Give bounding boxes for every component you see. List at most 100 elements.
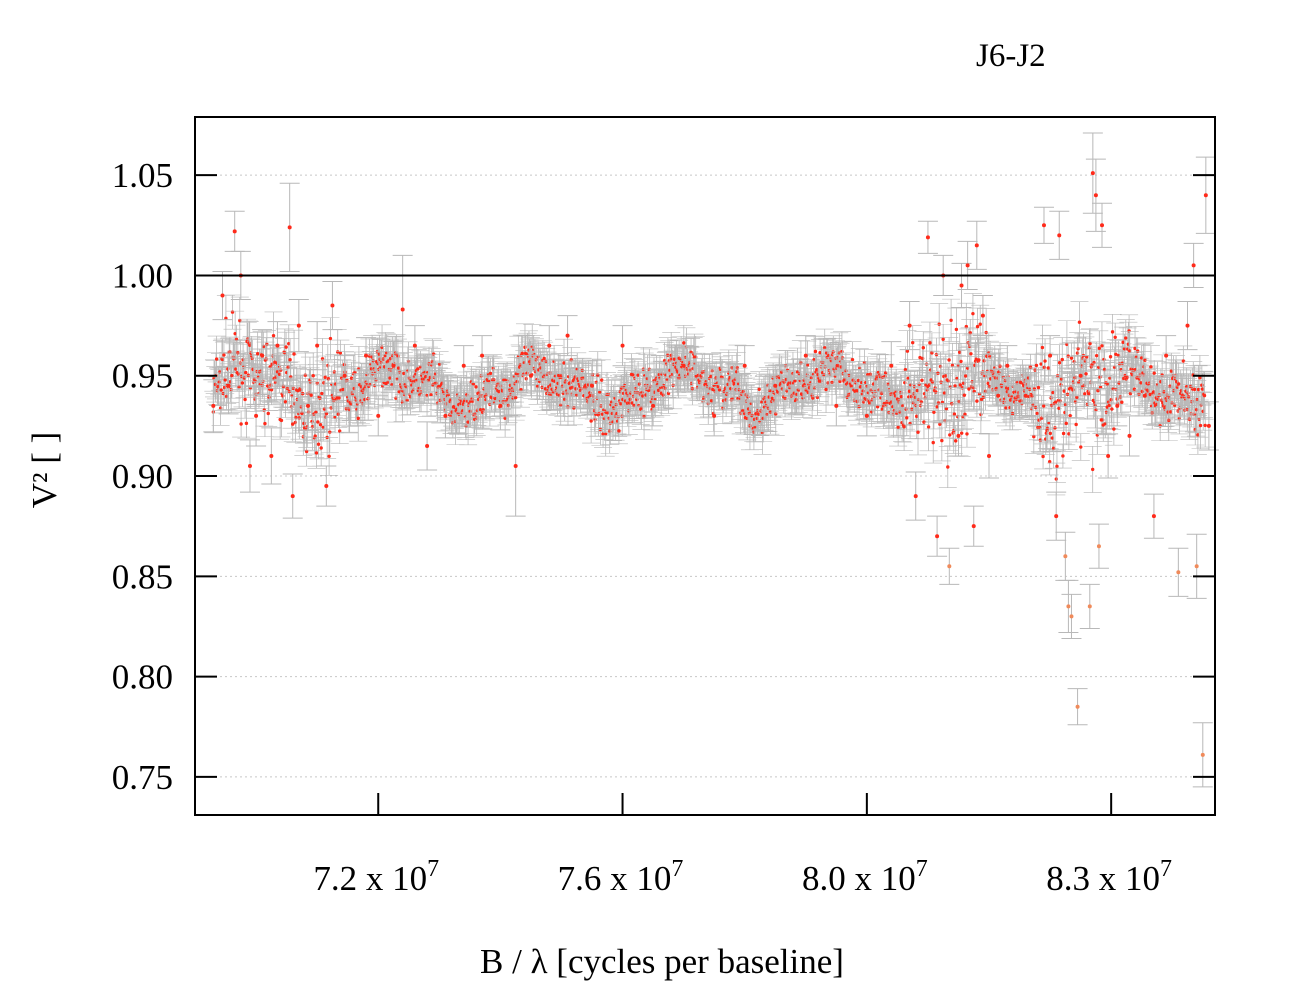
band-point xyxy=(600,412,605,416)
band-point xyxy=(277,372,282,376)
band-point xyxy=(1032,434,1036,439)
band-point xyxy=(709,399,714,403)
band-point xyxy=(431,352,436,356)
band-point xyxy=(309,393,313,397)
band-point xyxy=(262,408,266,412)
band-point xyxy=(631,373,635,377)
band-point xyxy=(855,399,859,403)
band-point xyxy=(589,419,593,423)
band-point xyxy=(246,373,251,377)
band-point xyxy=(907,389,912,393)
band-point xyxy=(636,373,640,377)
band-point xyxy=(562,361,566,365)
band-point xyxy=(466,420,470,424)
band-point xyxy=(471,382,476,386)
band-point xyxy=(328,430,332,434)
band-point xyxy=(368,382,372,387)
band-point xyxy=(899,395,904,399)
band-point xyxy=(868,401,872,405)
band-point xyxy=(831,350,836,354)
band-point xyxy=(922,420,926,424)
band-point xyxy=(838,379,842,384)
band-point xyxy=(666,391,671,396)
band-point xyxy=(265,384,270,388)
band-point xyxy=(717,388,722,392)
band-point xyxy=(323,375,327,379)
band-point xyxy=(811,396,815,400)
band-point xyxy=(918,355,922,360)
band-point xyxy=(288,358,292,362)
band-point xyxy=(349,376,354,380)
band-point xyxy=(818,350,822,355)
band-point xyxy=(663,386,667,391)
band-point xyxy=(862,361,867,365)
band-point xyxy=(239,422,243,426)
band-point xyxy=(224,394,229,399)
band-point xyxy=(266,411,270,416)
band-point xyxy=(765,412,769,417)
band-point xyxy=(642,414,646,419)
band-point xyxy=(975,399,979,403)
band-point xyxy=(269,388,274,392)
band-point xyxy=(264,357,268,361)
band-point xyxy=(261,344,266,349)
band-point xyxy=(637,382,642,386)
band-point xyxy=(641,394,645,398)
band-point xyxy=(437,362,442,366)
band-point xyxy=(395,377,399,381)
band-point xyxy=(236,372,241,376)
band-point xyxy=(570,385,575,389)
band-point xyxy=(957,350,962,355)
band-point xyxy=(1018,380,1023,385)
band-point xyxy=(234,367,238,371)
band-point xyxy=(255,352,260,356)
band-point xyxy=(965,366,970,370)
band-point xyxy=(503,416,507,420)
band-point xyxy=(935,405,939,409)
band-point xyxy=(944,406,949,411)
band-point xyxy=(920,378,924,382)
band-point xyxy=(619,402,623,406)
band-point xyxy=(963,412,967,417)
band-point xyxy=(327,454,331,459)
band-point xyxy=(932,410,936,414)
band-point xyxy=(914,414,919,419)
band-point xyxy=(281,394,285,398)
band-point xyxy=(794,398,798,402)
band-point xyxy=(661,393,665,397)
band-point xyxy=(830,380,834,385)
band-point xyxy=(524,376,528,381)
band-point xyxy=(568,381,572,385)
band-point xyxy=(267,395,271,399)
band-point xyxy=(954,327,959,332)
band-point xyxy=(542,356,546,361)
band-point xyxy=(986,381,990,386)
band-point xyxy=(490,396,494,400)
band-point xyxy=(896,425,900,429)
band-point xyxy=(948,433,952,437)
band-point xyxy=(396,366,401,370)
band-point xyxy=(579,387,583,391)
band-point xyxy=(793,379,797,383)
band-point xyxy=(1004,406,1008,410)
band-point xyxy=(823,346,827,350)
band-point xyxy=(880,407,884,411)
band-point xyxy=(819,379,823,383)
band-point xyxy=(297,416,302,420)
band-point xyxy=(429,393,433,397)
band-point xyxy=(491,366,495,371)
band-point xyxy=(287,389,292,394)
band-point xyxy=(488,371,493,376)
band-point xyxy=(961,381,966,386)
band-point xyxy=(316,420,320,424)
band-point xyxy=(962,393,967,397)
band-point xyxy=(824,387,828,392)
band-point xyxy=(815,367,819,372)
band-point xyxy=(543,387,548,391)
band-point xyxy=(709,374,713,379)
band-point xyxy=(941,337,945,341)
band-point xyxy=(965,432,969,436)
data-bands xyxy=(204,293,1215,496)
band-point xyxy=(514,395,518,400)
